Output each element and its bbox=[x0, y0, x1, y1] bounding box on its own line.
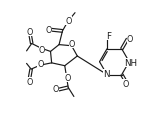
Text: O: O bbox=[27, 77, 33, 86]
Text: O: O bbox=[26, 28, 33, 36]
Text: O: O bbox=[52, 85, 59, 93]
Text: O: O bbox=[37, 59, 43, 68]
Text: NH: NH bbox=[124, 58, 137, 67]
Text: O: O bbox=[126, 35, 133, 44]
Text: O: O bbox=[46, 26, 52, 34]
Text: F: F bbox=[106, 32, 111, 41]
Text: O: O bbox=[69, 40, 75, 48]
Text: O: O bbox=[39, 45, 45, 54]
Text: O: O bbox=[65, 17, 72, 26]
Text: O: O bbox=[122, 80, 129, 89]
Text: N: N bbox=[103, 70, 110, 79]
Text: O: O bbox=[64, 74, 71, 82]
